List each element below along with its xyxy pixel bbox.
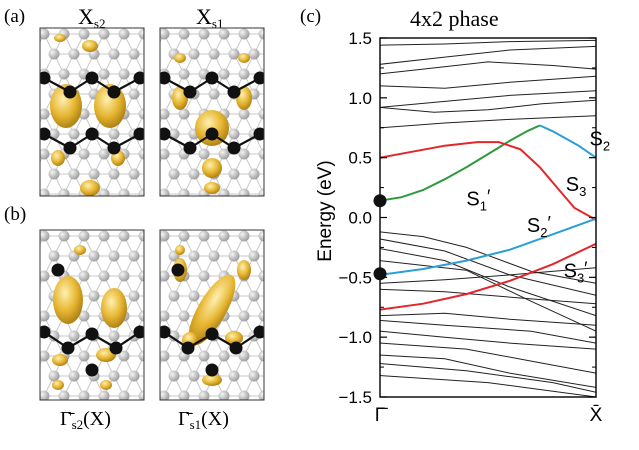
band-annotation-0: S2 [590, 129, 611, 154]
chart-title: 4x2 phase [410, 6, 499, 31]
band-annotation-4: S3′ [564, 258, 589, 285]
panel-b-tag: (b) [4, 204, 27, 225]
band-line-4 [380, 90, 596, 108]
panel-a-left-label: Xs2 [78, 4, 106, 31]
band-line-8 [380, 238, 596, 296]
highlighted-band-4 [380, 242, 596, 311]
highlighted-band-2 [380, 141, 596, 221]
band-line-6 [380, 115, 596, 129]
band-annotation-1: S3 [566, 174, 587, 199]
y-tick-label: 1.5 [348, 29, 372, 48]
plot-frame [379, 37, 597, 398]
highlighted-band-0 [380, 124, 541, 202]
band-line-18 [380, 363, 596, 393]
panel-a-right-structure [159, 27, 265, 197]
y-tick-label: −1.0 [338, 328, 372, 347]
panel-b-right-structure [159, 229, 265, 401]
panel-c-tag: (c) [300, 6, 322, 27]
band-line-2 [380, 61, 596, 75]
band-line-9 [380, 248, 596, 317]
panel-a-left-structure [39, 27, 145, 197]
panel-a-tag: (a) [4, 6, 26, 27]
y-tick-label: 0.5 [348, 149, 372, 168]
y-tick-label: −1.5 [338, 388, 372, 407]
panel-b-left-label: Γ̄s2(X) [60, 408, 111, 432]
band-line-1 [380, 45, 596, 65]
x-tick-label: Γ̄ [375, 405, 388, 426]
panel-a-right-label: Xs1 [196, 4, 224, 31]
band-marker-1 [373, 267, 387, 281]
band-line-13 [380, 312, 596, 326]
y-tick-label: −0.5 [338, 268, 372, 287]
band-line-5 [380, 99, 596, 113]
band-line-3 [380, 75, 596, 89]
band-line-10 [380, 260, 596, 332]
panel-b-left-structure [39, 229, 145, 401]
band-line-17 [380, 354, 596, 388]
panel-b-right-label: Γ̄s1(X) [178, 408, 229, 432]
band-line-0 [380, 39, 596, 46]
y-tick-label: 0.0 [348, 209, 372, 228]
band-line-14 [380, 319, 596, 344]
band-line-16 [380, 342, 596, 374]
band-line-12 [380, 288, 596, 305]
y-tick-label: 1.0 [348, 89, 372, 108]
band-annotation-2: S1′ [466, 187, 491, 214]
band-line-7 [380, 231, 596, 284]
band-annotation-3: S2′ [527, 213, 552, 240]
highlighted-band-1 [539, 124, 596, 159]
band-line-11 [380, 267, 596, 284]
highlighted-band-3 [380, 217, 596, 276]
band-line-19 [380, 375, 596, 397]
x-tick-label: X̄ [590, 405, 603, 426]
band-line-15 [380, 330, 596, 350]
band-marker-0 [373, 194, 387, 208]
structure-images [39, 27, 265, 401]
